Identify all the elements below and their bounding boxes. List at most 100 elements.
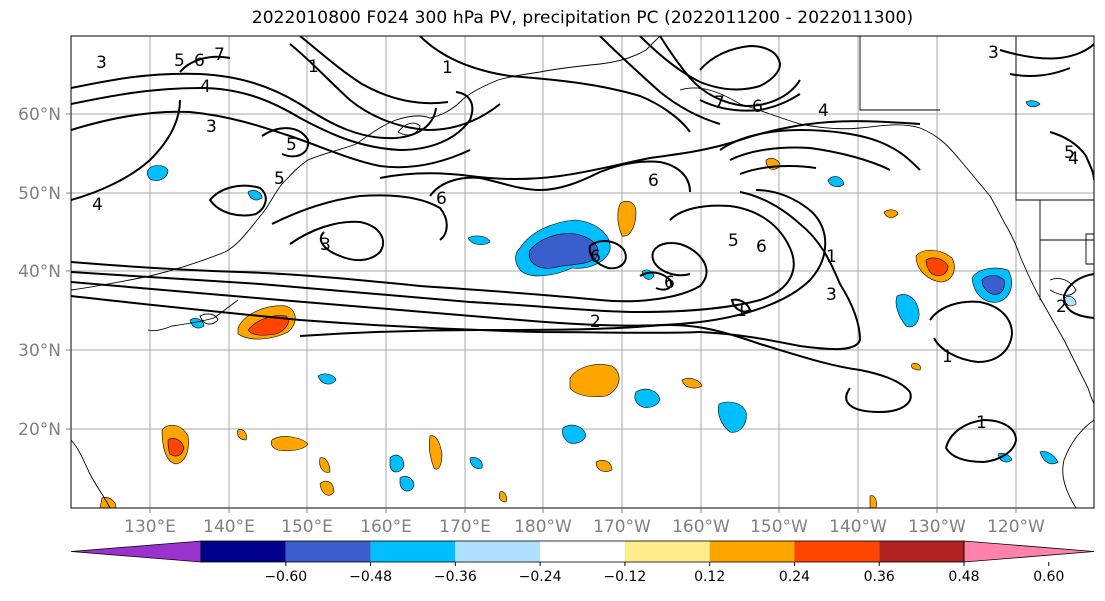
colorbar-segment <box>879 541 964 562</box>
pv-label: 6 <box>664 273 675 293</box>
precip-area <box>925 257 949 276</box>
colorbar-segment <box>370 541 456 562</box>
pv-label: 5 <box>286 135 297 155</box>
lon-label: 130°E <box>124 517 176 537</box>
precip-area <box>827 176 845 187</box>
colorbar-extension-low <box>70 540 202 563</box>
colorbar-segment <box>540 541 625 562</box>
pv-label: 3 <box>96 53 107 73</box>
colorbar-tick-label: 0.12 <box>694 569 725 585</box>
precip-area <box>869 495 877 508</box>
pv-label: 1 <box>942 347 953 367</box>
pv-label: 3 <box>320 235 331 255</box>
pv-label: 5 <box>1064 143 1075 163</box>
precip-area <box>997 452 1013 463</box>
pv-label: 1 <box>308 57 319 77</box>
colorbar-tick-label: −0.60 <box>264 569 307 585</box>
map-border <box>70 35 1095 509</box>
pv-label: 1 <box>442 58 453 78</box>
precip-area <box>634 388 661 408</box>
colorbar-segment <box>624 541 710 562</box>
colorbar-tick-label: 0.36 <box>864 569 895 585</box>
precip-area <box>399 476 415 492</box>
pv-label: 5 <box>728 231 739 251</box>
colorbar: −0.60 −0.48 −0.36 −0.24 −0.12 0.12 0.24 0.36 0.4… <box>70 540 1095 585</box>
lat-label: 50°N <box>18 184 61 204</box>
lat-label: 40°N <box>18 262 61 282</box>
lat-label: 60°N <box>18 105 61 125</box>
colorbar-frame <box>200 540 965 563</box>
lon-label: 130°W <box>908 517 966 537</box>
precip-area <box>389 454 405 473</box>
lon-label: 180°W <box>514 517 572 537</box>
colorbar-segment <box>794 541 880 562</box>
precip-area <box>319 457 331 473</box>
precip-area <box>911 363 921 371</box>
pv-label: 2 <box>1056 297 1067 317</box>
colorbar-tick-label: −0.24 <box>519 569 562 585</box>
pv-contours <box>71 36 1094 464</box>
pv-label: 7 <box>714 93 725 113</box>
colorbar-tick-label: −0.12 <box>603 569 646 585</box>
precip-negative-areas <box>146 100 1077 492</box>
pv-contour-labels: 1 1 1 1 1 1 2 2 3 3 3 3 3 4 4 4 4 5 5 5 … <box>92 43 1079 433</box>
precip-area <box>1063 296 1077 307</box>
lon-label: 150°W <box>750 517 808 537</box>
lon-label: 150°E <box>281 517 333 537</box>
pv-label: 6 <box>436 189 447 209</box>
precip-area <box>617 200 637 237</box>
lon-label: 140°W <box>829 517 887 537</box>
colorbar-tick-label: −0.48 <box>349 569 392 585</box>
precip-area <box>717 401 747 433</box>
pv-label: 6 <box>590 247 601 267</box>
pv-label: 3 <box>206 117 217 137</box>
lon-label: 120°W <box>987 517 1045 537</box>
colorbar-segment <box>285 541 371 562</box>
precip-area <box>895 294 920 328</box>
lon-label: 170°E <box>439 517 491 537</box>
lat-label: 30°N <box>18 341 61 361</box>
precip-area <box>595 460 613 472</box>
precip-area <box>270 436 309 452</box>
lat-label: 20°N <box>18 420 61 440</box>
pv-label: 2 <box>590 312 601 332</box>
pv-label: 4 <box>200 77 211 97</box>
colorbar-segment <box>201 541 286 562</box>
precip-area <box>883 209 899 218</box>
lon-axis: 130°E 140°E 150°E 160°E 170°E 180°W 170°… <box>124 508 1045 537</box>
lon-label: 140°E <box>203 517 255 537</box>
precip-area <box>237 429 247 441</box>
lon-label: 170°W <box>593 517 651 537</box>
colorbar-tick-label: 0.24 <box>779 569 810 585</box>
colorbar-segment <box>455 541 541 562</box>
precip-area <box>467 235 491 245</box>
precip-positive-areas <box>99 158 955 508</box>
pv-label: 6 <box>752 97 763 117</box>
colorbar-tick-label: 0.48 <box>948 569 979 585</box>
precip-area <box>562 424 587 444</box>
colorbar-extension-high <box>963 540 1095 563</box>
pv-label: 6 <box>648 171 659 191</box>
precip-area <box>247 190 263 201</box>
map-title: 2022010800 F024 300 hPa PV, precipitatio… <box>251 8 914 28</box>
pv-label: 4 <box>92 195 103 215</box>
precip-area <box>569 364 620 398</box>
pv-label: 6 <box>194 51 205 71</box>
precip-area <box>1025 100 1041 108</box>
precip-area <box>981 275 1005 295</box>
precip-area <box>428 435 443 470</box>
precip-area <box>247 315 289 336</box>
colorbar-segment <box>709 541 795 562</box>
pv-label: 4 <box>1068 149 1079 169</box>
precip-area <box>1039 451 1059 465</box>
pv-label: 1 <box>736 301 747 321</box>
pv-label: 5 <box>274 169 285 189</box>
precip-area <box>498 491 507 503</box>
precip-area <box>681 378 703 389</box>
colorbar-tick-label: 0.60 <box>1033 569 1064 585</box>
pv-label: 4 <box>818 101 829 121</box>
pv-label: 1 <box>826 247 837 267</box>
colorbar-tick-label: −0.36 <box>434 569 477 585</box>
lat-axis: 60°N 50°N 40°N 30°N 20°N <box>18 105 71 440</box>
